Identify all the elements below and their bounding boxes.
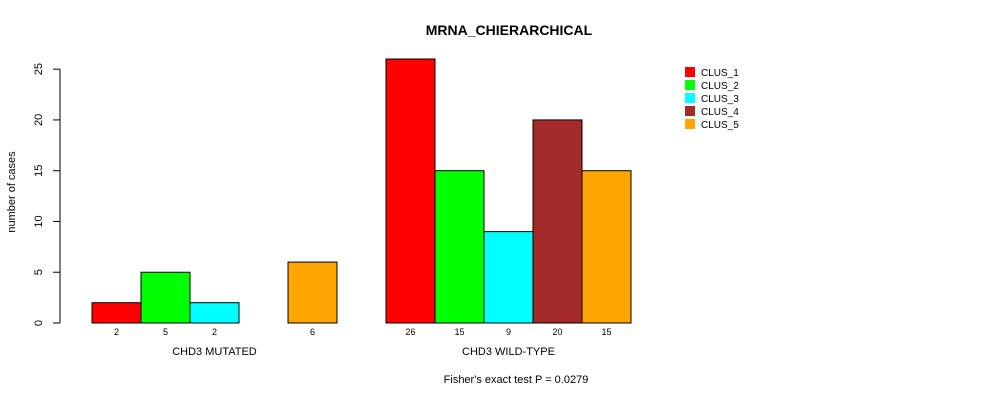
legend: CLUS_1 CLUS_2 CLUS_3 CLUS_4 CLUS_5 — [685, 67, 739, 131]
legend-swatch — [685, 93, 695, 103]
legend-swatch — [685, 119, 695, 129]
legend-label: CLUS_2 — [701, 81, 739, 92]
legend-label: CLUS_3 — [701, 94, 739, 105]
legend-label: CLUS_5 — [701, 120, 739, 131]
bar-clus-1-mutated — [91, 302, 142, 324]
bar-clus-3-wild-type — [483, 231, 534, 324]
y-tick-label: 20 — [33, 114, 45, 126]
legend-label: CLUS_4 — [701, 107, 739, 118]
bar-clus-2-mutated — [140, 271, 191, 324]
bar-value-label: 15 — [601, 327, 611, 337]
bars — [91, 58, 632, 324]
legend-swatch — [685, 106, 695, 116]
y-axis: 0 5 10 15 20 25 — [33, 63, 61, 326]
y-tick-label: 10 — [33, 215, 45, 227]
legend-swatch — [685, 80, 695, 90]
bar-clus-1-wild-type — [385, 58, 436, 324]
bar-value-label: 20 — [552, 327, 562, 337]
bar-value-label: 9 — [506, 327, 511, 337]
y-tick-label: 0 — [33, 320, 45, 326]
group-label: CHD3 MUTATED — [172, 346, 257, 358]
chart-title: MRNA_CHIERARCHICAL — [426, 22, 593, 38]
bar-clus-5-mutated — [287, 261, 338, 324]
y-axis-label: number of cases — [6, 151, 18, 233]
bar-clus-4-wild-type — [532, 119, 583, 324]
legend-label: CLUS_1 — [701, 68, 739, 79]
group-labels: CHD3 MUTATED CHD3 WILD-TYPE — [172, 346, 555, 358]
bar-value-labels: 2 5 2 6 26 15 9 20 15 — [114, 327, 612, 337]
bar-value-label: 15 — [454, 327, 464, 337]
bar-clus-3-mutated — [189, 302, 240, 324]
y-tick-label: 15 — [33, 165, 45, 177]
y-tick-label: 5 — [33, 269, 45, 275]
legend-swatch — [685, 67, 695, 77]
fisher-test-footnote: Fisher's exact test P = 0.0279 — [444, 374, 589, 386]
bar-value-label: 2 — [114, 327, 119, 337]
group-label: CHD3 WILD-TYPE — [462, 346, 555, 358]
bar-value-label: 2 — [212, 327, 217, 337]
bar-value-label: 6 — [310, 327, 315, 337]
y-tick-label: 25 — [33, 63, 45, 75]
bar-value-label: 26 — [405, 327, 415, 337]
bar-clus-2-wild-type — [434, 170, 485, 324]
bar-clus-5-wild-type — [581, 170, 632, 324]
bar-value-label: 5 — [163, 327, 168, 337]
